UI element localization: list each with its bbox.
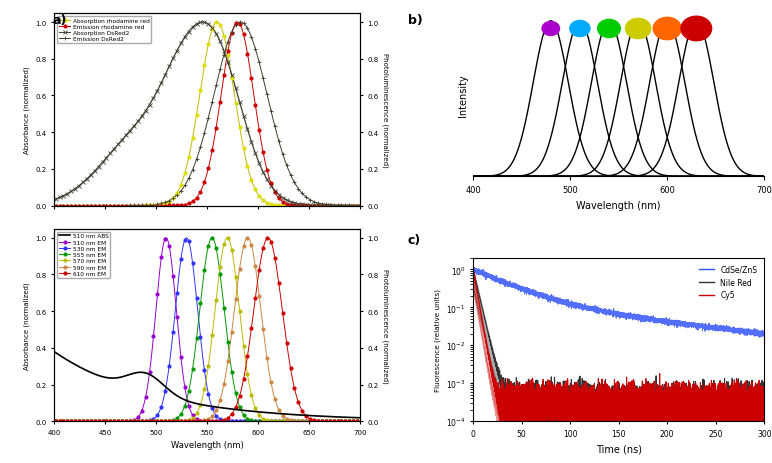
Text: c): c) xyxy=(408,234,421,247)
Ellipse shape xyxy=(625,19,651,39)
Legend: CdSe/ZnS, Nile Red, Cy5: CdSe/ZnS, Nile Red, Cy5 xyxy=(696,262,760,303)
Ellipse shape xyxy=(542,22,560,37)
Ellipse shape xyxy=(653,18,681,41)
Y-axis label: Photoluminescence (normalized): Photoluminescence (normalized) xyxy=(382,53,388,167)
X-axis label: Wavelength (nm): Wavelength (nm) xyxy=(171,440,243,450)
X-axis label: Time (ns): Time (ns) xyxy=(596,444,642,453)
Ellipse shape xyxy=(681,17,712,42)
Y-axis label: Photoluminescence (normalized): Photoluminescence (normalized) xyxy=(382,268,388,382)
Y-axis label: Intensity: Intensity xyxy=(458,74,468,117)
Y-axis label: Fluorescence (relative units): Fluorescence (relative units) xyxy=(434,288,441,391)
Ellipse shape xyxy=(570,21,590,38)
Y-axis label: Absorbance (normalized): Absorbance (normalized) xyxy=(23,66,29,154)
Legend: 510 nm ABS, 510 nm EM, 530 nm EM, 555 nm EM, 570 nm EM, 590 nm EM, 610 nm EM: 510 nm ABS, 510 nm EM, 530 nm EM, 555 nm… xyxy=(57,232,110,278)
Ellipse shape xyxy=(598,20,621,38)
Text: a): a) xyxy=(52,14,67,27)
X-axis label: Wavelength (nm): Wavelength (nm) xyxy=(577,200,661,210)
Text: b): b) xyxy=(408,14,422,27)
Y-axis label: Absorbance (normalized): Absorbance (normalized) xyxy=(23,282,29,369)
Legend: Absorption rhodamine red, Emission rhodamine red, Absorption DsRed2, Emission Ds: Absorption rhodamine red, Emission rhoda… xyxy=(57,17,151,44)
